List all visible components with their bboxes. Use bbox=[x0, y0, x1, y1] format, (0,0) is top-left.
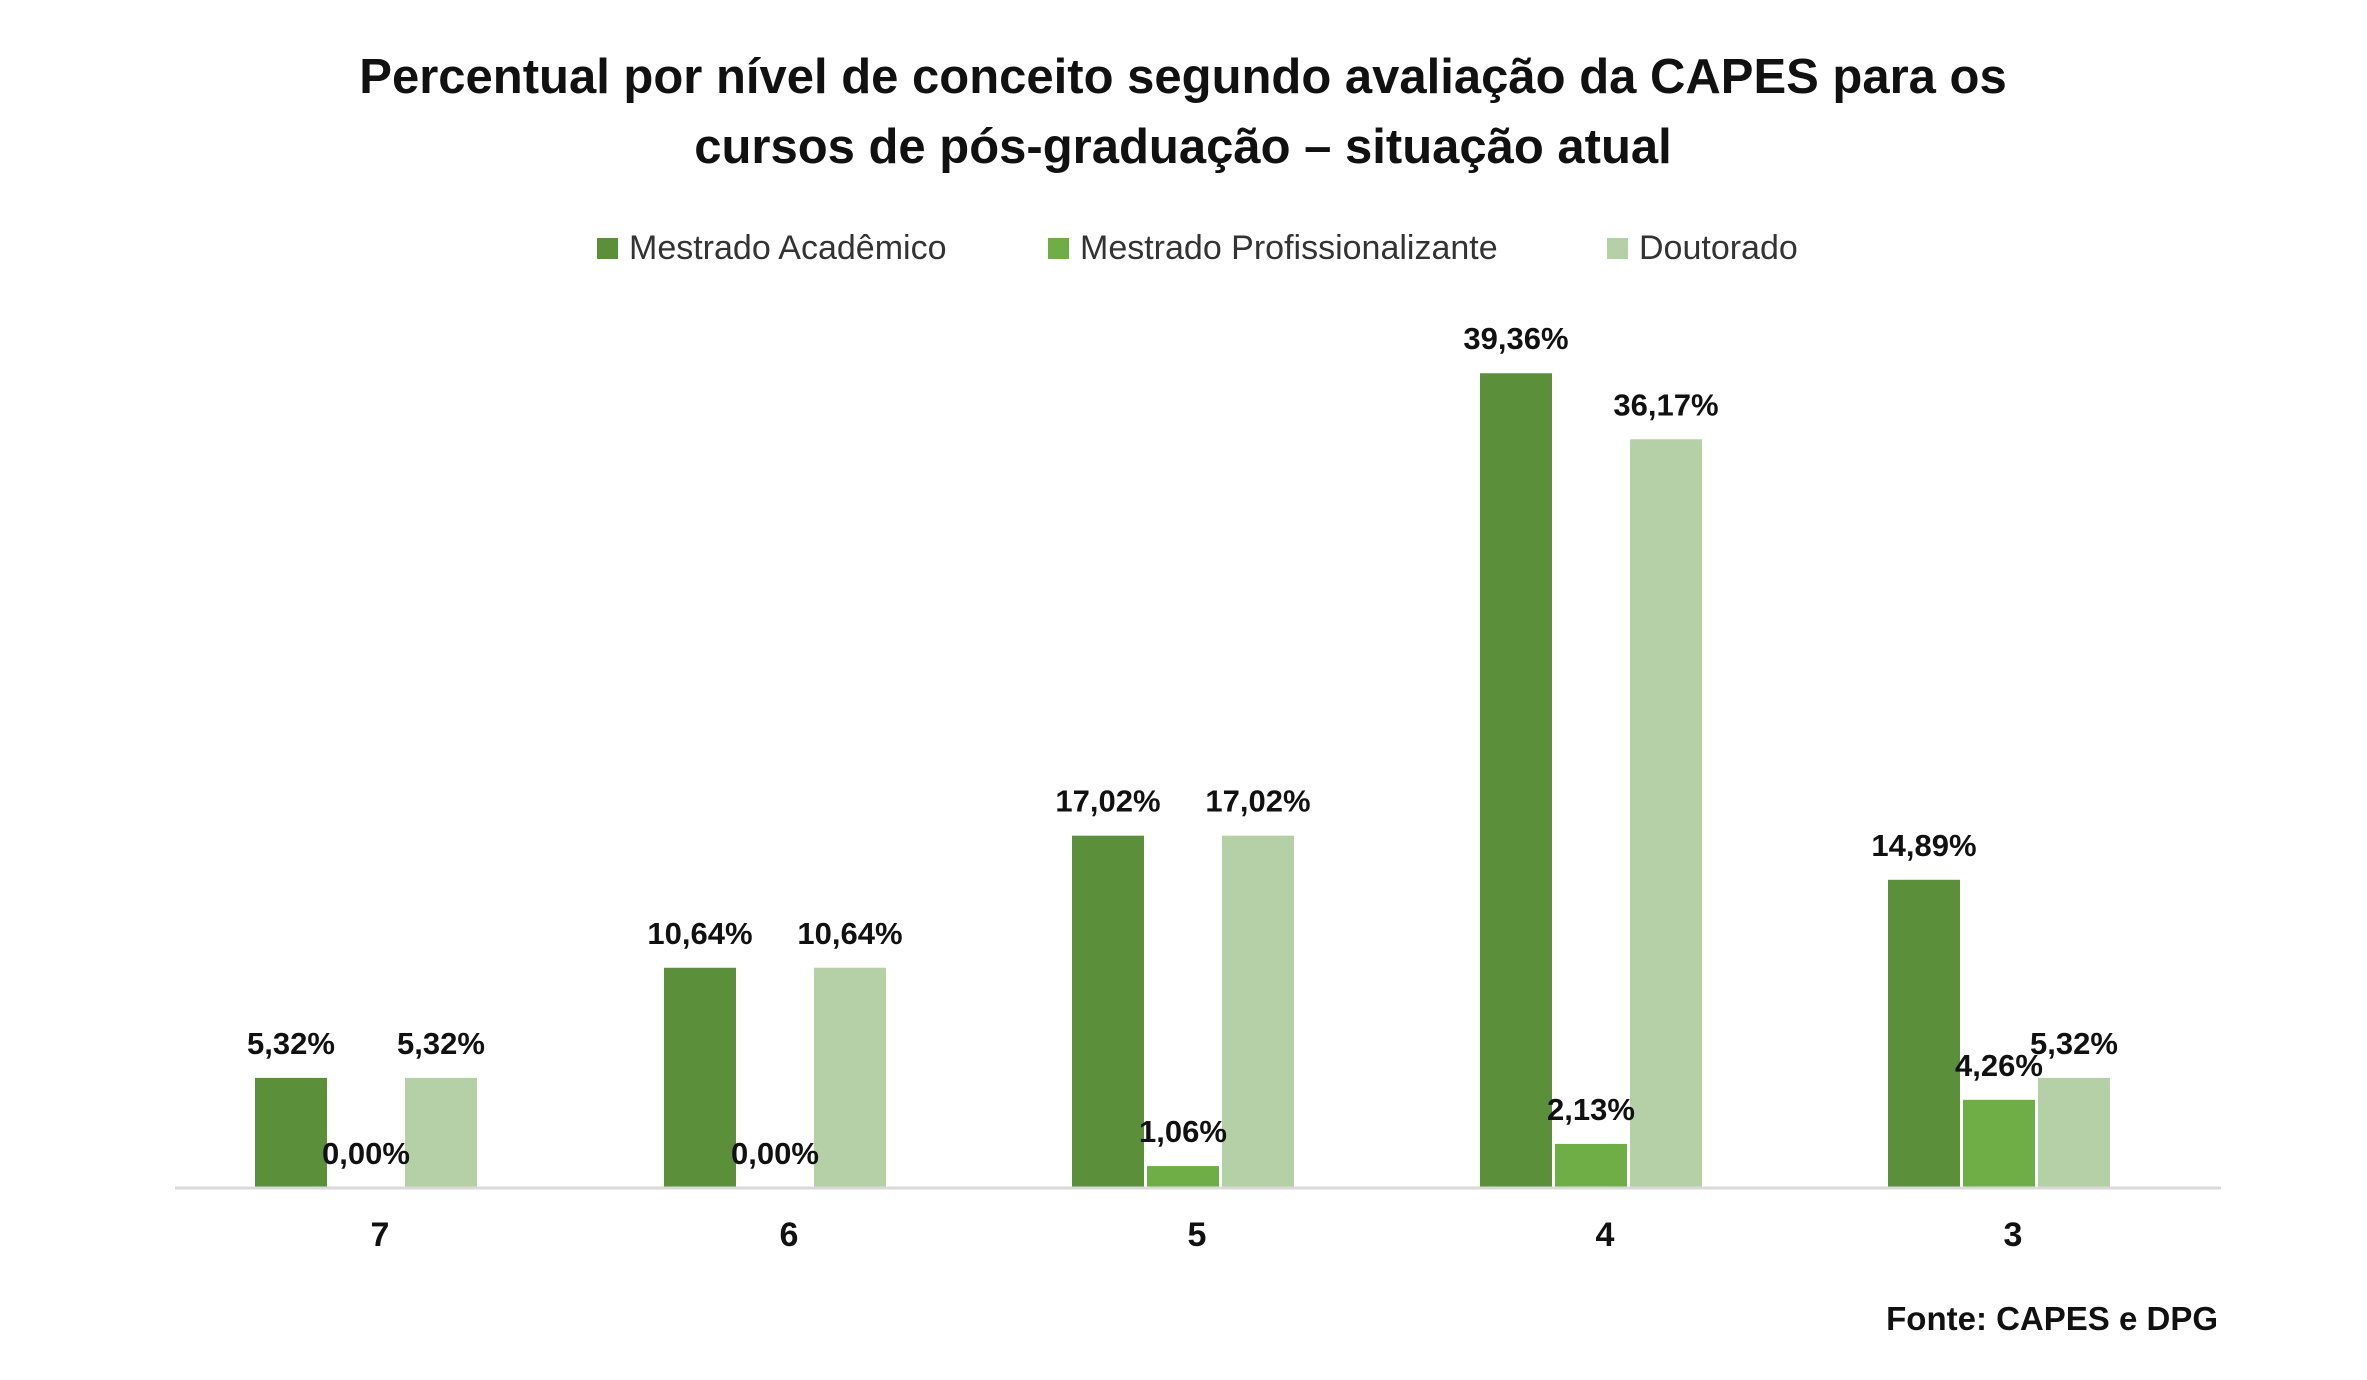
x-axis-ticks: 7 6 5 4 3 bbox=[371, 1216, 2023, 1254]
legend-label-2: Mestrado Profissionalizante bbox=[1080, 229, 1498, 267]
data-label-3-5: 17,02% bbox=[1205, 784, 1310, 819]
data-label-3-4: 36,17% bbox=[1613, 387, 1718, 422]
data-label-1-4: 39,36% bbox=[1463, 321, 1568, 356]
data-label-2-7: 0,00% bbox=[322, 1136, 410, 1171]
data-label-2-4: 2,13% bbox=[1547, 1092, 1635, 1127]
data-label-3-6: 10,64% bbox=[797, 916, 902, 951]
bar-2-5 bbox=[1147, 1166, 1219, 1188]
data-label-1-6: 10,64% bbox=[647, 916, 752, 951]
bars-group bbox=[255, 373, 2110, 1188]
data-label-2-3: 4,26% bbox=[1955, 1048, 2043, 1083]
bar-1-4 bbox=[1480, 373, 1552, 1188]
data-label-3-3: 5,32% bbox=[2030, 1026, 2118, 1061]
bar-2-3 bbox=[1963, 1099, 2035, 1188]
legend-label-3: Doutorado bbox=[1639, 229, 1798, 267]
source-note: Fonte: CAPES e DPG bbox=[1886, 1300, 2218, 1337]
bar-2-4 bbox=[1555, 1143, 1627, 1188]
data-label-2-6: 0,00% bbox=[731, 1136, 819, 1171]
chart-subtitle: cursos de pós-graduação – situação atual bbox=[694, 120, 1672, 174]
bar-3-4 bbox=[1630, 439, 1702, 1188]
data-label-2-5: 1,06% bbox=[1139, 1114, 1227, 1149]
legend-label-1: Mestrado Acadêmico bbox=[629, 229, 947, 267]
bar-3-7 bbox=[405, 1077, 477, 1188]
x-tick-label-6: 6 bbox=[780, 1216, 799, 1254]
bar-1-3 bbox=[1888, 879, 1960, 1188]
x-tick-label-7: 7 bbox=[371, 1216, 390, 1254]
legend-swatch-1 bbox=[597, 238, 618, 259]
bar-3-6 bbox=[814, 967, 886, 1188]
data-label-1-3: 14,89% bbox=[1871, 828, 1976, 863]
data-label-3-7: 5,32% bbox=[397, 1026, 485, 1061]
legend: Mestrado Acadêmico Mestrado Profissionali… bbox=[597, 229, 1798, 267]
data-label-1-7: 5,32% bbox=[247, 1026, 335, 1061]
x-tick-label-3: 3 bbox=[2004, 1216, 2023, 1254]
value-labels-group: 5,32% 0,00% 5,32% 10,64% 0,00% 10,64% 17,02% 1,… bbox=[247, 321, 2118, 1171]
x-tick-label-5: 5 bbox=[1188, 1216, 1207, 1254]
bar-1-6 bbox=[664, 967, 736, 1188]
bar-1-7 bbox=[255, 1077, 327, 1188]
bar-3-5 bbox=[1222, 835, 1294, 1188]
bar-1-5 bbox=[1072, 835, 1144, 1188]
bar-3-3 bbox=[2038, 1077, 2110, 1188]
legend-swatch-2 bbox=[1048, 238, 1069, 259]
legend-swatch-3 bbox=[1607, 238, 1628, 259]
chart-title: Percentual por nível de conceito segundo… bbox=[359, 50, 2006, 104]
x-tick-label-4: 4 bbox=[1596, 1216, 1615, 1254]
data-label-1-5: 17,02% bbox=[1055, 784, 1160, 819]
